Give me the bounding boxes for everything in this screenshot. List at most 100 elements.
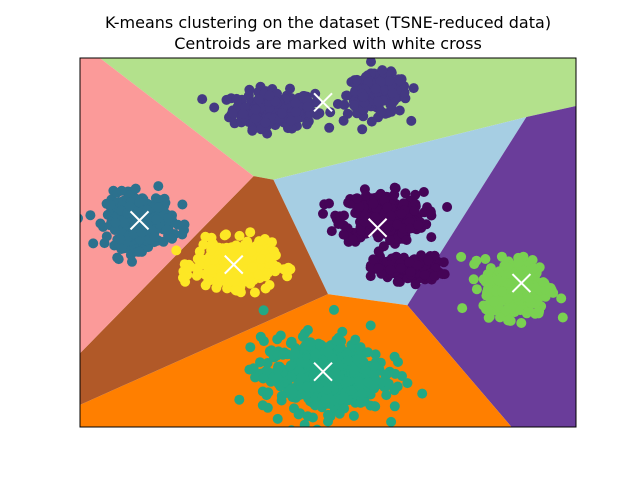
- data-point: [272, 373, 283, 384]
- data-point: [333, 219, 344, 229]
- data-point: [231, 93, 242, 104]
- cluster-region-4: [80, 176, 328, 405]
- data-point: [406, 115, 417, 126]
- data-point: [232, 101, 243, 112]
- data-point: [381, 223, 392, 233]
- data-point: [369, 360, 380, 371]
- data-point: [272, 364, 283, 375]
- data-point: [370, 83, 381, 94]
- data-point: [365, 271, 376, 282]
- data-point: [238, 108, 249, 119]
- data-point: [503, 315, 514, 326]
- data-point: [289, 348, 300, 359]
- data-point: [250, 104, 261, 115]
- chart-subtitle: Centroids are marked with white cross: [174, 34, 482, 53]
- data-point: [369, 383, 380, 394]
- data-point: [276, 390, 287, 401]
- data-point: [365, 262, 376, 273]
- data-point: [457, 303, 468, 314]
- data-point: [285, 360, 296, 371]
- data-point: [331, 368, 341, 379]
- data-point: [402, 378, 413, 389]
- data-point: [110, 217, 121, 228]
- data-point: [437, 269, 448, 280]
- data-point: [163, 213, 174, 224]
- data-point: [512, 287, 523, 298]
- data-point: [285, 115, 296, 126]
- data-point: [310, 349, 321, 360]
- data-point: [250, 113, 261, 124]
- data-point: [375, 76, 386, 87]
- data-point: [287, 388, 298, 399]
- data-point: [246, 246, 257, 257]
- plot-frame: [79, 57, 577, 428]
- data-point: [413, 220, 424, 231]
- data-point: [302, 411, 313, 422]
- data-point: [390, 183, 401, 194]
- data-point: [245, 342, 256, 353]
- data-point: [425, 207, 436, 217]
- data-point: [209, 102, 220, 113]
- data-point: [215, 272, 226, 282]
- data-point: [385, 235, 395, 246]
- data-point: [134, 246, 145, 257]
- data-point: [105, 200, 116, 210]
- data-point: [429, 271, 440, 282]
- data-point: [395, 263, 406, 273]
- data-point: [250, 372, 261, 383]
- data-point: [338, 392, 349, 403]
- data-point: [377, 65, 388, 76]
- data-point: [116, 185, 127, 196]
- data-point: [320, 376, 331, 387]
- data-point: [372, 96, 383, 107]
- data-point: [423, 255, 434, 266]
- centroid-cross-5: [313, 361, 333, 382]
- data-point: [320, 394, 331, 405]
- data-point: [296, 372, 307, 383]
- data-point: [478, 274, 489, 285]
- data-point: [197, 94, 208, 105]
- series-7: [234, 304, 428, 427]
- data-point: [244, 364, 255, 375]
- data-point: [400, 188, 411, 199]
- data-point: [360, 210, 371, 221]
- data-point: [270, 266, 281, 277]
- data-point: [285, 338, 296, 349]
- data-point: [207, 264, 218, 275]
- data-point: [262, 358, 273, 368]
- data-point: [253, 94, 264, 105]
- data-point: [361, 190, 371, 201]
- data-point: [134, 197, 145, 208]
- data-point: [360, 364, 371, 375]
- data-point: [352, 354, 362, 365]
- data-point: [497, 286, 508, 297]
- data-point: [260, 283, 271, 294]
- data-point: [255, 357, 265, 368]
- cluster-region-0: [99, 58, 576, 180]
- data-point: [254, 236, 265, 247]
- data-point: [468, 274, 479, 285]
- data-point: [277, 349, 288, 360]
- centroid-cross-stroke: [313, 92, 333, 112]
- data-point: [362, 347, 373, 358]
- data-point: [171, 245, 182, 256]
- data-point: [301, 381, 312, 392]
- data-point: [471, 255, 482, 266]
- data-point: [115, 234, 126, 245]
- data-point: [116, 244, 127, 254]
- data-point: [393, 357, 403, 367]
- data-point: [194, 246, 205, 257]
- centroid-cross-stroke: [129, 210, 150, 231]
- data-point: [442, 202, 453, 212]
- data-point: [338, 115, 349, 126]
- data-point: [239, 239, 250, 250]
- data-point: [409, 205, 420, 216]
- data-point: [272, 413, 283, 424]
- data-point: [412, 260, 423, 271]
- data-point: [410, 189, 421, 200]
- data-point: [264, 253, 275, 264]
- data-point: [390, 368, 401, 379]
- data-point: [101, 231, 112, 242]
- data-point: [253, 269, 263, 280]
- data-point: [456, 251, 467, 262]
